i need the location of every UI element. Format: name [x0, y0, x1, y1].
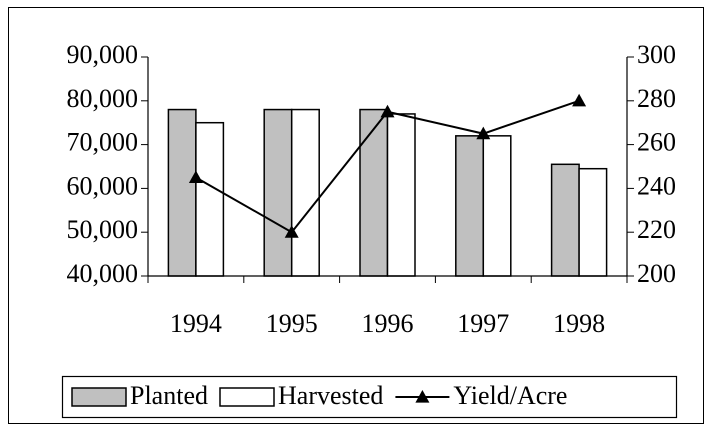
x-tick-label: 1997 — [457, 309, 509, 338]
bar — [359, 108, 389, 277]
legend-box — [61, 375, 678, 419]
marker — [188, 170, 203, 184]
marker — [284, 225, 299, 238]
legend-marker — [415, 390, 430, 403]
bar — [290, 108, 320, 277]
x-tick-label: 1996 — [362, 309, 414, 338]
y2-tick-label: 220 — [637, 215, 676, 244]
bar — [386, 113, 416, 277]
y-tick-label: 40,000 — [67, 259, 139, 288]
legend-swatch — [71, 387, 127, 407]
legend-label: Harvested — [278, 381, 383, 410]
legend-swatch — [219, 387, 275, 407]
bar — [263, 108, 293, 277]
bar — [482, 135, 512, 277]
y2-tick-label: 240 — [637, 171, 676, 200]
y-tick-label: 60,000 — [67, 171, 139, 200]
x-tick-label: 1995 — [266, 309, 318, 338]
marker — [572, 93, 587, 107]
y-tick-label: 70,000 — [67, 128, 139, 157]
marker — [380, 104, 395, 118]
y2-tick-label: 200 — [637, 259, 676, 288]
y2-tick-label: 280 — [637, 84, 676, 113]
y2-tick-label: 260 — [637, 128, 676, 157]
legend-label: Planted — [130, 381, 208, 410]
x-tick-label: 1994 — [170, 309, 222, 338]
legend-label: Yield/Acre — [453, 381, 567, 410]
x-tick-label: 1998 — [553, 309, 605, 338]
y2-tick-label: 300 — [637, 40, 676, 69]
bar — [455, 135, 485, 277]
y-tick-label: 90,000 — [67, 40, 139, 69]
marker — [476, 126, 491, 140]
bar — [195, 121, 225, 277]
bar — [167, 108, 197, 277]
y-tick-label: 80,000 — [67, 84, 139, 113]
y-tick-label: 50,000 — [67, 215, 139, 244]
bar — [578, 167, 608, 277]
bar — [550, 163, 580, 277]
